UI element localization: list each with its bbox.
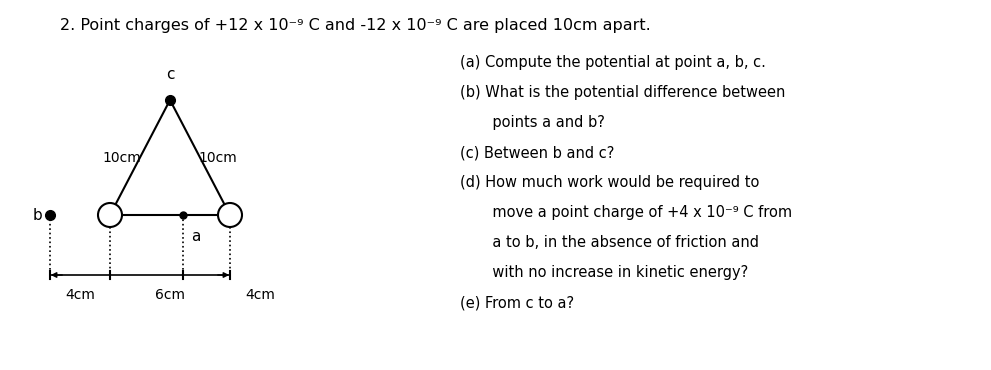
Text: 10cm: 10cm	[198, 151, 238, 165]
Text: (c) Between b and c?: (c) Between b and c?	[460, 145, 614, 160]
Text: 6cm: 6cm	[155, 288, 185, 302]
Circle shape	[98, 203, 122, 227]
Text: points a and b?: points a and b?	[460, 115, 605, 130]
Text: 4cm: 4cm	[65, 288, 95, 302]
Text: with no increase in kinetic energy?: with no increase in kinetic energy?	[460, 265, 748, 280]
Text: (d) How much work would be required to: (d) How much work would be required to	[460, 175, 759, 190]
Text: 10cm: 10cm	[103, 151, 142, 165]
Text: c: c	[165, 67, 174, 82]
Text: (b) What is the potential difference between: (b) What is the potential difference bet…	[460, 85, 786, 100]
Text: move a point charge of +4 x 10⁻⁹ C from: move a point charge of +4 x 10⁻⁹ C from	[460, 205, 792, 220]
Text: 2. Point charges of +12 x 10⁻⁹ C and -12 x 10⁻⁹ C are placed 10cm apart.: 2. Point charges of +12 x 10⁻⁹ C and -12…	[60, 18, 651, 33]
Text: (e) From c to a?: (e) From c to a?	[460, 295, 574, 310]
Text: a: a	[191, 229, 200, 244]
Circle shape	[218, 203, 242, 227]
Text: b: b	[33, 208, 42, 222]
Text: (a) Compute the potential at point a, b, c.: (a) Compute the potential at point a, b,…	[460, 55, 766, 70]
Text: 4cm: 4cm	[245, 288, 275, 302]
Text: a to b, in the absence of friction and: a to b, in the absence of friction and	[460, 235, 759, 250]
